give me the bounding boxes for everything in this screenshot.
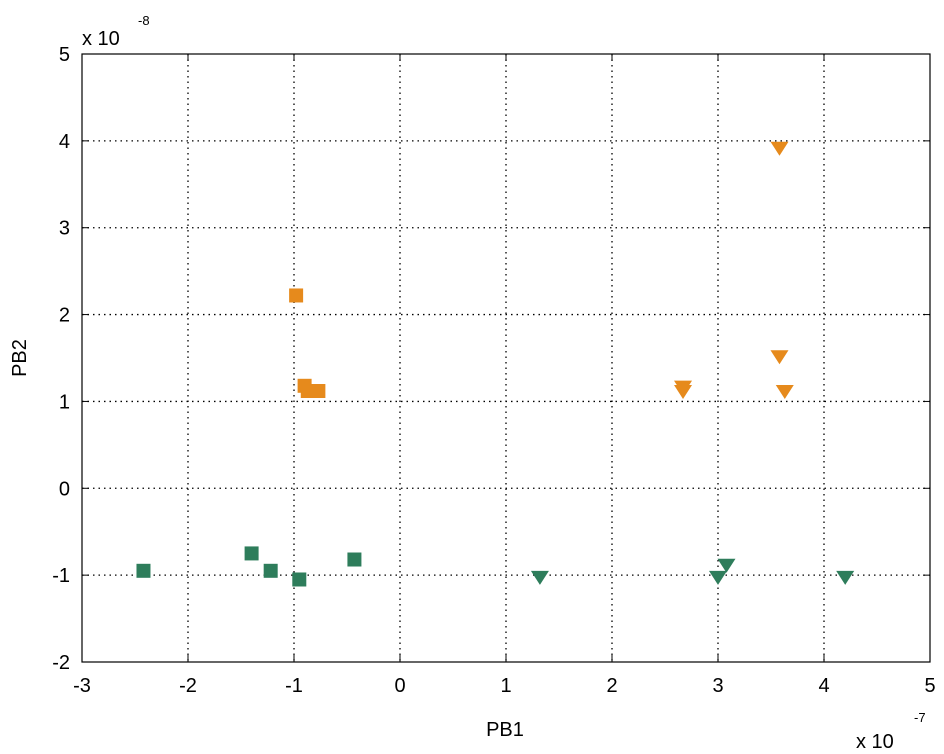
axis-ticks [81,53,931,663]
x-tick-label: -3 [73,675,91,697]
y-tick-label: 0 [59,478,70,500]
x-axis-label: PB1 [486,719,524,741]
x-tick-label: -1 [285,675,303,697]
square-marker [244,546,259,561]
triangle-down-marker [709,570,727,585]
triangle-down-marker [717,558,736,573]
square-marker [347,552,362,567]
x-tick-label: 1 [500,675,511,697]
y-tick-label: -2 [52,652,70,674]
x-tick-label: 5 [924,675,935,697]
x-axis-exponent: -7 [914,710,926,725]
triangle-down-marker [530,570,549,585]
y-tick-label: -1 [52,565,70,587]
x-axis-multiplier: x 10 [856,731,894,753]
square-marker [136,563,151,578]
triangle-down-marker [836,570,855,585]
square-marker [263,563,278,578]
square-marker [311,384,326,399]
x-tick-label: 4 [818,675,829,697]
square-marker [300,384,315,399]
x-tick-label: -2 [179,675,197,697]
grid-lines [82,54,930,662]
y-axis-multiplier: x 10 [82,28,120,50]
triangle-down-marker [775,385,794,400]
y-axis-label: PB2 [9,339,31,377]
y-axis-exponent: -8 [138,13,150,28]
square-marker [292,572,307,587]
triangle-down-marker [770,141,789,156]
y-tick-label: 5 [59,44,70,66]
y-tick-label: 3 [59,218,70,240]
x-tick-label: 0 [394,675,405,697]
x-tick-label: 2 [606,675,617,697]
y-tick-label: 2 [59,305,70,327]
y-tick-labels: -2 -1 0 1 2 3 4 5 [52,44,70,674]
x-tick-label: 3 [712,675,723,697]
y-tick-label: 4 [59,131,70,153]
triangle-down-marker [674,385,693,400]
square-marker [289,288,304,303]
y-tick-label: 1 [59,391,70,413]
data-markers [136,141,855,587]
triangle-down-marker [770,350,789,365]
x-tick-labels: -3 -2 -1 0 1 2 3 4 5 [73,675,935,697]
